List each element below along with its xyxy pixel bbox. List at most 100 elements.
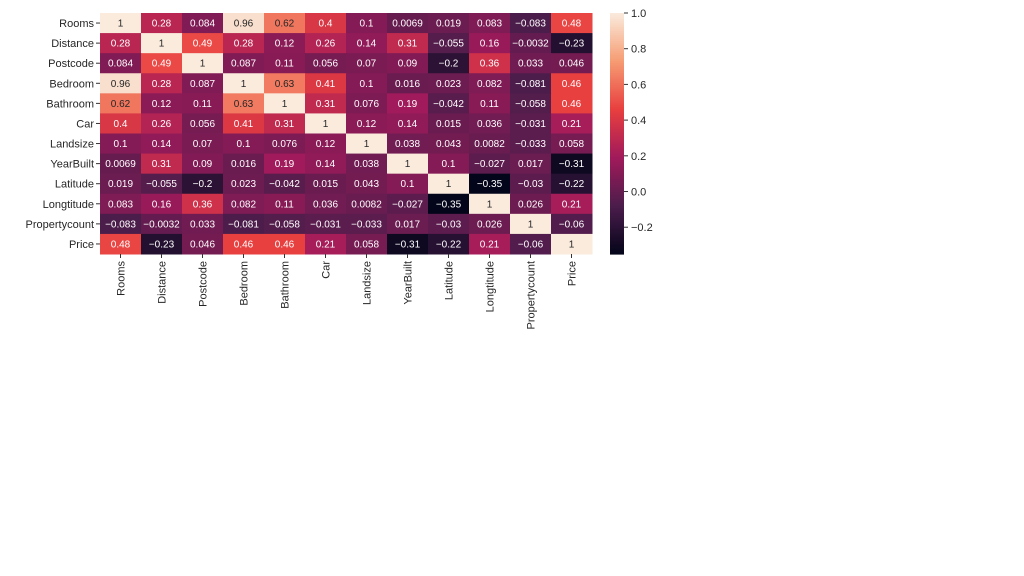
colorbar-segment <box>610 91 624 94</box>
cell-annotation: −0.03 <box>518 179 544 190</box>
cell-annotation: 1 <box>446 179 452 190</box>
colorbar-segment <box>610 55 624 58</box>
cell-annotation: 0.1 <box>401 179 415 190</box>
cell-annotation: −0.042 <box>269 179 300 190</box>
heatmap-cell <box>428 133 470 155</box>
colorbar-segment <box>610 119 624 123</box>
heatmap-cell <box>510 13 552 34</box>
heatmap-cell <box>100 53 142 74</box>
colorbar-segment <box>610 225 624 229</box>
cell-annotation: 0.1 <box>360 79 374 90</box>
heatmap-cell <box>346 73 388 94</box>
heatmap-cell <box>141 233 183 255</box>
colorbar-segment <box>610 191 624 195</box>
heatmap-cell <box>305 233 347 255</box>
cell-annotation: 0.082 <box>231 199 256 210</box>
y-tick-label: Bathroom <box>46 98 94 110</box>
heatmap-cell <box>223 13 265 34</box>
colorbar-segment <box>610 43 624 46</box>
heatmap-cell <box>346 93 388 114</box>
cell-annotation: 0.26 <box>316 39 336 50</box>
colorbar-segment <box>610 183 624 187</box>
cell-annotation: 0.46 <box>275 239 295 250</box>
heatmap-cell <box>264 173 306 195</box>
colorbar-segment <box>610 157 624 161</box>
cell-annotation: 0.083 <box>477 19 502 30</box>
cell-annotation: 0.026 <box>477 219 502 230</box>
heatmap-cell <box>100 193 142 215</box>
colorbar-segment <box>610 17 624 20</box>
heatmap-cell <box>305 133 347 155</box>
cell-annotation: 0.4 <box>319 19 333 30</box>
heatmap-cell <box>387 233 429 255</box>
colorbar-tick-label: 0.8 <box>631 44 646 56</box>
cell-annotation: 0.1 <box>442 159 456 170</box>
colorbar-segment <box>610 45 624 48</box>
colorbar-segment <box>610 169 624 173</box>
cell-annotation: −0.06 <box>518 239 544 250</box>
cell-annotation: 0.14 <box>398 119 418 130</box>
heatmap-cell <box>223 93 265 114</box>
heatmap-cell <box>182 233 224 255</box>
cell-annotation: −0.033 <box>351 219 382 230</box>
heatmap-cell <box>141 173 183 195</box>
cell-annotation: 0.14 <box>316 159 336 170</box>
heatmap-cell <box>182 213 224 235</box>
heatmap-cell <box>551 133 593 155</box>
heatmap-cell <box>346 33 388 54</box>
cell-annotation: 0.11 <box>480 99 499 110</box>
heatmap-cell <box>264 73 306 94</box>
colorbar-segment <box>610 131 624 135</box>
y-tick-label: Longtitude <box>43 199 94 211</box>
heatmap-cell <box>223 133 265 155</box>
heatmap-cell <box>469 233 511 255</box>
cell-annotation: 0.31 <box>316 99 336 110</box>
cell-annotation: 0.056 <box>190 119 215 130</box>
heatmap-cell <box>510 153 552 175</box>
cell-annotation: 0.48 <box>562 19 582 30</box>
cell-annotation: 0.12 <box>357 119 377 130</box>
colorbar-segment <box>610 27 624 30</box>
heatmap-cell <box>428 173 470 195</box>
heatmap-cell <box>100 93 142 114</box>
cell-annotation: 0.038 <box>395 139 420 150</box>
heatmap-cell <box>469 133 511 155</box>
heatmap-cell <box>182 133 224 155</box>
x-tick-label: Car <box>321 261 333 279</box>
cell-annotation: 0.087 <box>231 59 256 70</box>
heatmap-cell <box>182 113 224 134</box>
colorbar-segment <box>610 199 624 203</box>
cell-annotation: 0.082 <box>477 79 502 90</box>
cell-annotation: 0.09 <box>193 159 213 170</box>
heatmap-cell <box>141 193 183 215</box>
colorbar-segment <box>610 93 624 96</box>
colorbar-segment <box>610 83 624 86</box>
cell-annotation: 0.28 <box>152 79 172 90</box>
colorbar-segment <box>610 121 624 125</box>
heatmap-cell <box>305 13 347 34</box>
heatmap-cell <box>182 33 224 54</box>
heatmap-cell <box>387 133 429 155</box>
cell-annotation: 0.07 <box>193 139 213 150</box>
heatmap-cell <box>264 133 306 155</box>
heatmap-cell <box>182 173 224 195</box>
colorbar-segment <box>610 221 624 225</box>
colorbar-segment <box>610 103 624 106</box>
cell-annotation: 0.11 <box>275 59 294 70</box>
x-tick-labels: Rooms Distance Postcode Bedroom Bathroom Car L… <box>116 254 579 329</box>
x-tick-label: Bathroom <box>280 261 292 309</box>
colorbar-segment <box>610 153 624 157</box>
colorbar-segment <box>610 163 624 167</box>
colorbar-segment <box>610 137 624 141</box>
cell-annotation: −0.058 <box>515 99 546 110</box>
colorbar-segment <box>610 123 624 127</box>
x-tick-label: Propertycount <box>526 261 538 329</box>
heatmap-cell <box>264 93 306 114</box>
colorbar-segment <box>610 79 624 82</box>
colorbar-segment <box>610 151 624 155</box>
colorbar-segment <box>610 89 624 92</box>
cell-annotation: 0.46 <box>562 99 582 110</box>
colorbar-segment <box>610 127 624 131</box>
heatmap-cell <box>141 133 183 155</box>
heatmap-cell <box>100 13 142 34</box>
